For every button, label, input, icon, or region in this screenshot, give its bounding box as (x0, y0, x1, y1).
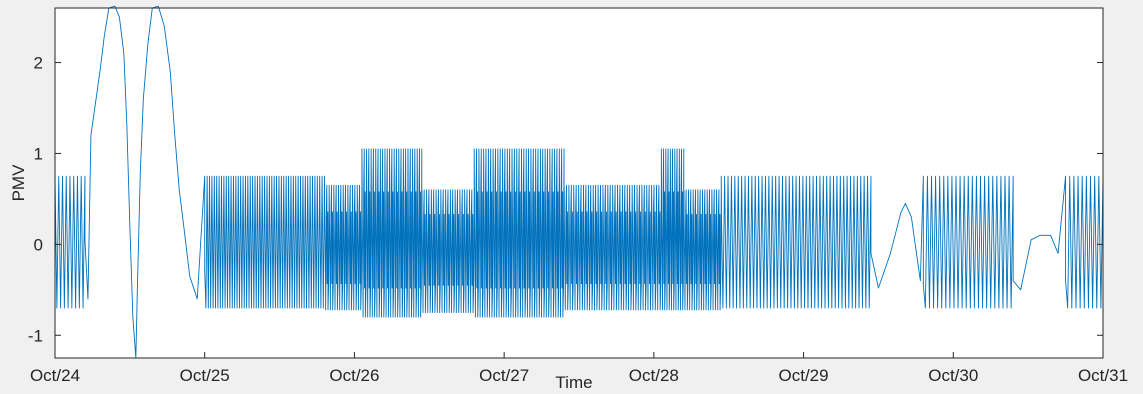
ticks-layer: Oct/24 Oct/25 Oct/26 Oct/27 Oct/28 Oct/29 Oct/… (28, 54, 1128, 385)
y-axis-label: PMV (9, 164, 28, 202)
axes-box (54, 7, 1104, 359)
x-tick-label: Oct/28 (629, 366, 679, 385)
y-tick-label: -1 (28, 326, 43, 345)
y-tick-label: 0 (34, 235, 43, 254)
x-tick-label: Oct/27 (479, 366, 529, 385)
x-tick-label: Oct/24 (30, 366, 80, 385)
series-layer (54, 5, 1104, 359)
x-tick-label: Oct/29 (779, 366, 829, 385)
x-axis-label: Time (555, 373, 592, 392)
y-tick-label: 2 (34, 54, 43, 73)
x-tick-label: Oct/25 (180, 366, 230, 385)
pmv-series-line (54, 5, 1104, 359)
x-tick-label: Oct/26 (329, 366, 379, 385)
x-tick-label: Oct/30 (928, 366, 978, 385)
x-tick-label: Oct/31 (1078, 366, 1128, 385)
y-tick-label: 1 (34, 144, 43, 163)
